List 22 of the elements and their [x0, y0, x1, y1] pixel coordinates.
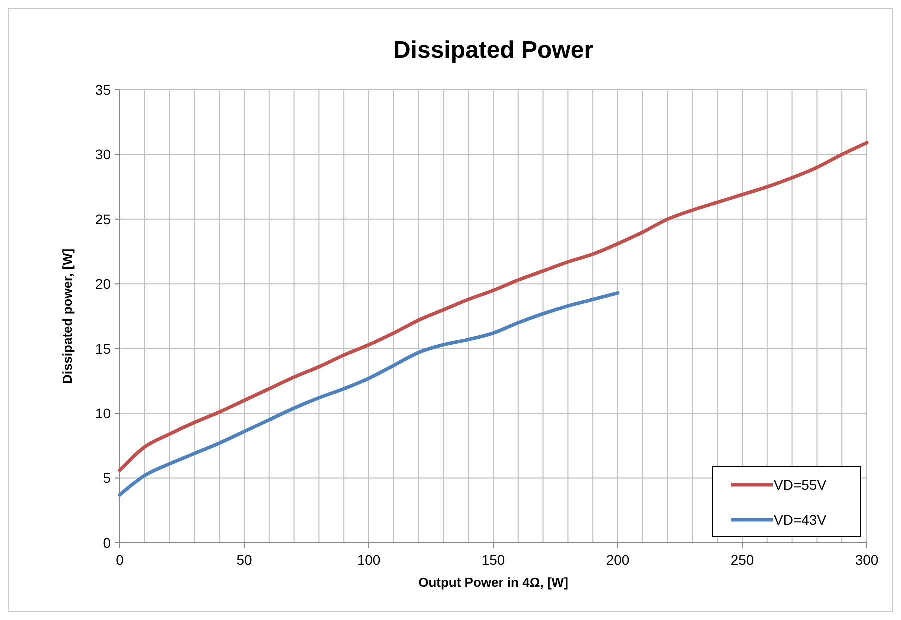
- y-tick-label: 15: [95, 340, 112, 357]
- x-tick-label: 0: [116, 552, 124, 568]
- chart-title: Dissipated Power: [393, 37, 594, 64]
- line-series: [118, 291, 620, 497]
- y-tick-label: 5: [103, 470, 112, 486]
- x-tick-label: 150: [482, 552, 506, 568]
- y-tick-label: 0: [103, 534, 112, 551]
- x-axis-title: Output Power in 4Ω, [W]: [418, 575, 568, 590]
- x-tick-label: 300: [855, 552, 879, 568]
- line-series: [118, 141, 869, 472]
- y-tick-label: 30: [95, 146, 112, 163]
- x-tick-label: 250: [730, 552, 754, 568]
- y-axis-title: Dissipated power, [W]: [60, 248, 75, 384]
- y-tick-label: 25: [95, 211, 112, 228]
- legend-label: VD=55V: [774, 476, 828, 493]
- legend-label: VD=43V: [774, 512, 828, 528]
- x-tick-label: 200: [606, 552, 630, 568]
- x-tick-label: 50: [236, 552, 252, 568]
- y-tick-label: 10: [95, 405, 112, 422]
- x-tick-label: 100: [357, 552, 381, 568]
- y-tick-label: 20: [95, 276, 112, 292]
- y-tick-label: 35: [95, 82, 112, 98]
